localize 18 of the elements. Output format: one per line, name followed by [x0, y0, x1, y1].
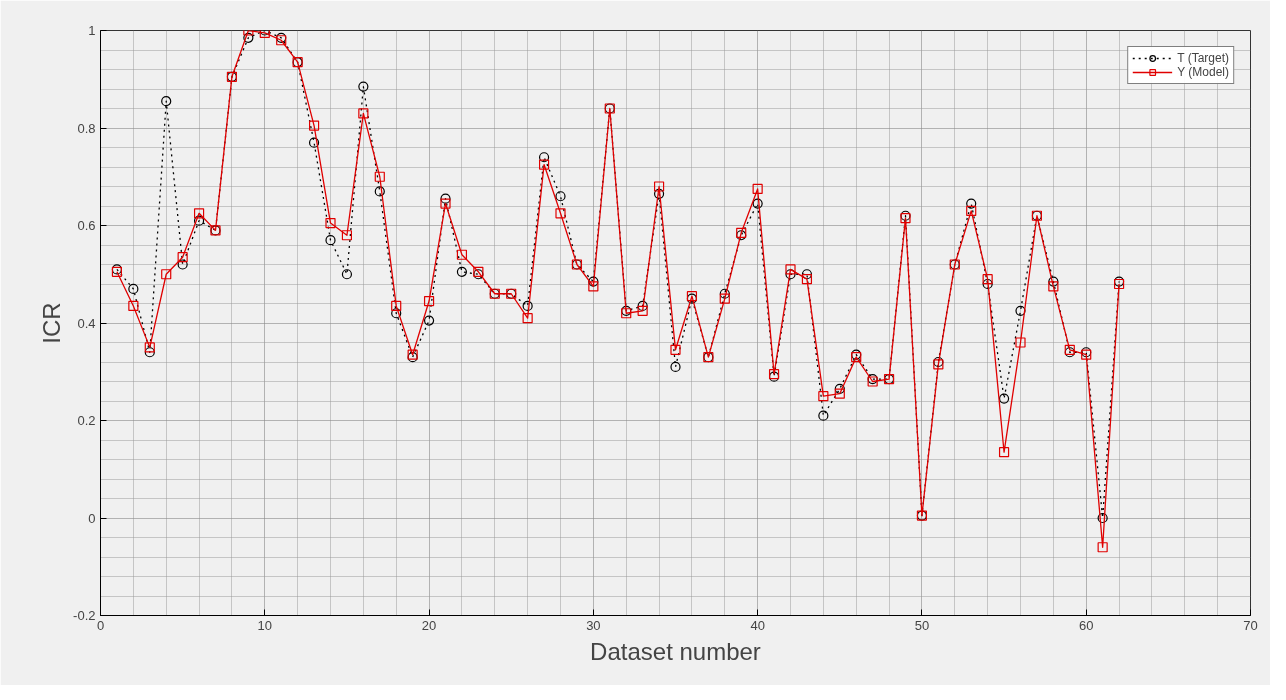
x-tick-label: 10 — [257, 617, 273, 633]
x-tick-label: 70 — [1243, 617, 1258, 633]
x-tick-label: 30 — [586, 617, 601, 633]
y-tick-label: 0.8 — [77, 120, 96, 136]
y-tick-label: 0 — [88, 510, 96, 526]
x-tick-label: 50 — [914, 617, 930, 633]
y-tick-label: 0.6 — [77, 218, 96, 233]
y-axis-title: ICR — [38, 302, 66, 344]
x-tick-label: 60 — [1078, 617, 1094, 633]
legend-label: T (Target) — [1177, 51, 1229, 65]
y-tick-label: 0.4 — [77, 315, 96, 331]
x-tick-label: 20 — [421, 617, 437, 633]
x-axis-title: Dataset number — [590, 637, 761, 665]
y-tick-label: 0.2 — [77, 413, 96, 428]
y-tick-label: 1 — [88, 23, 96, 38]
x-tick-label: 40 — [750, 617, 765, 633]
legend-label: Y (Model) — [1177, 65, 1229, 79]
y-tick-label: -0.2 — [73, 608, 96, 623]
